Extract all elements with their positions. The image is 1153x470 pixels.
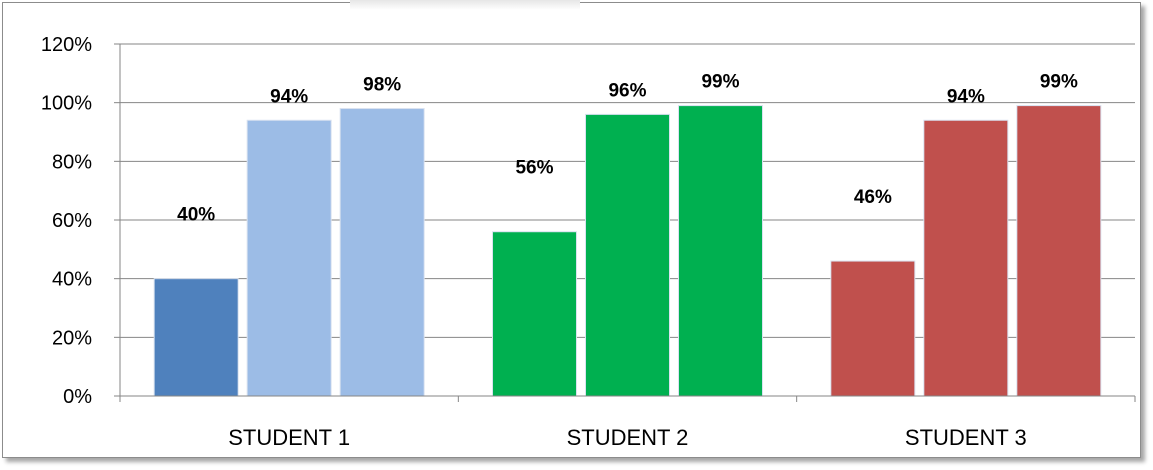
chart-top-tab: [350, 0, 580, 10]
category-label: STUDENT 2: [567, 425, 689, 450]
data-label: 94%: [270, 86, 308, 107]
axes: [119, 44, 1136, 402]
data-label: 98%: [363, 75, 401, 96]
category-labels: STUDENT 1 STUDENT 2 STUDENT 3: [228, 425, 1027, 450]
data-label: 99%: [701, 72, 739, 93]
data-label: 40%: [177, 205, 215, 226]
y-tick-label: 0%: [63, 386, 92, 408]
bars: [153, 105, 1102, 397]
y-tick-labels: 0% 20% 40% 60% 80% 100% 120%: [41, 34, 92, 408]
category-label: STUDENT 3: [905, 425, 1027, 450]
bar: [339, 108, 425, 397]
y-tick-label: 60%: [52, 210, 92, 232]
y-tick-label: 20%: [52, 327, 92, 349]
category-label: STUDENT 1: [228, 425, 350, 450]
y-tick-label: 120%: [41, 34, 92, 56]
y-tick-label: 40%: [52, 269, 92, 291]
bar: [1016, 105, 1102, 397]
data-label: 96%: [608, 80, 646, 101]
y-tick-label: 80%: [52, 151, 92, 173]
bar: [678, 105, 763, 397]
bar: [492, 231, 577, 397]
bar: [923, 119, 1009, 397]
bar: [246, 119, 332, 397]
bar: [585, 113, 670, 397]
bar: [830, 260, 916, 397]
data-label: 56%: [515, 158, 553, 179]
data-labels: 40% 94% 98% 56% 96% 99% 46% 94% 99%: [177, 72, 1078, 226]
data-label: 94%: [947, 86, 985, 107]
data-label: 46%: [854, 187, 892, 208]
data-label: 99%: [1040, 72, 1078, 93]
y-tick-label: 100%: [41, 93, 92, 115]
bar: [153, 278, 239, 397]
